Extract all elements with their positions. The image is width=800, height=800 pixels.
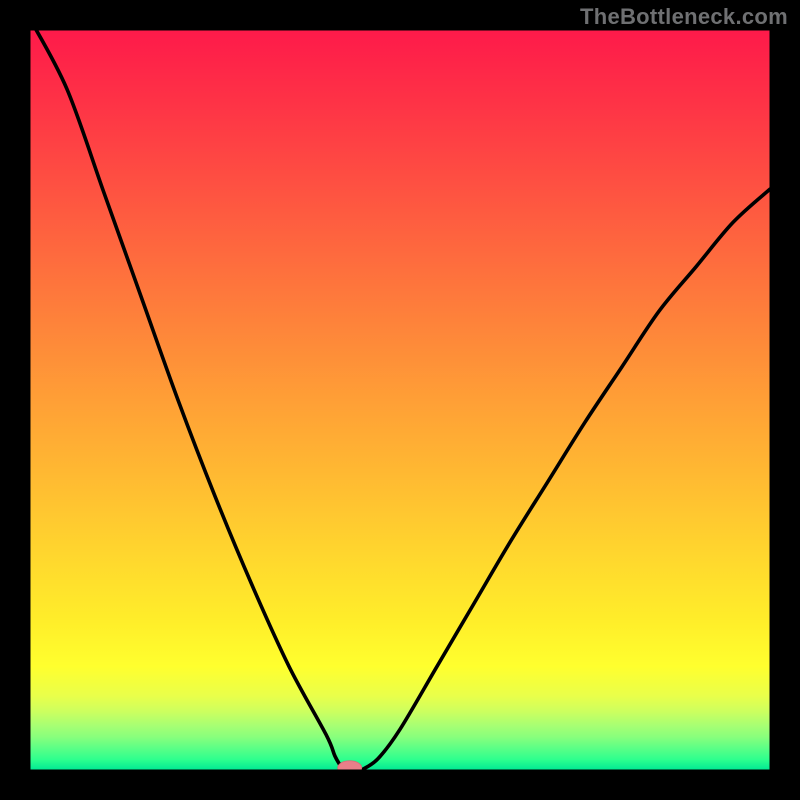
watermark-text: TheBottleneck.com: [580, 4, 788, 30]
chart-stage: TheBottleneck.com: [0, 0, 800, 800]
bottleneck-chart-svg: [0, 0, 800, 800]
chart-gradient-background: [30, 30, 770, 770]
